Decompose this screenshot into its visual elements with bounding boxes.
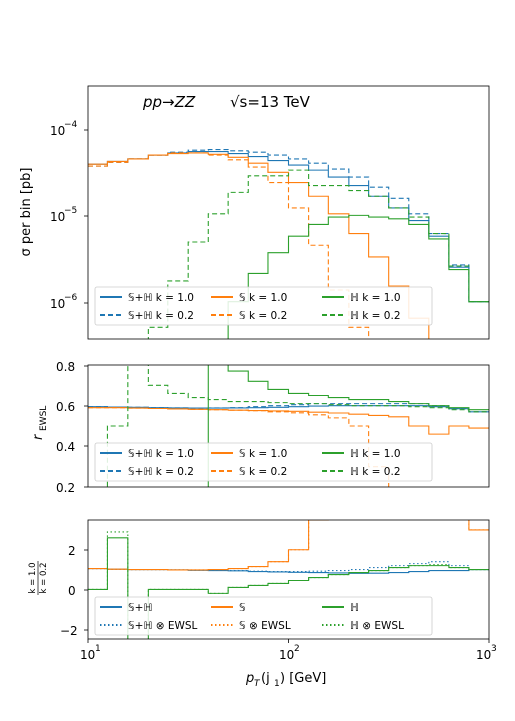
top-panel-title-process: pp→ZZ [142, 93, 196, 111]
bottom-series-line-6 [88, 531, 489, 639]
top-series-line-6 [147, 169, 489, 339]
middle-ytick-label-3: 0.4 [56, 440, 75, 454]
bottom-legend-label-1: 𝕊+ℍ [128, 602, 152, 614]
middle-legend-label-2: 𝕊 k = 1.0 [239, 448, 287, 460]
top-legend-label-6: ℍ k = 0.2 [350, 310, 401, 322]
top-ytick-exp-2: −5 [64, 206, 77, 216]
bottom-y-ticks: 2 0 −2 [60, 544, 88, 638]
top-ytick-label-2: 10 [50, 210, 65, 224]
bottom-y-axis-label: k = 1.0 k = 0.2 [28, 561, 49, 595]
top-legend: 𝕊+ℍ k = 1.0 𝕊 k = 1.0 ℍ k = 1.0 𝕊+ℍ k = … [94, 286, 433, 326]
middle-ytick-label-1: 0.8 [56, 360, 75, 374]
middle-series-line-5 [207, 365, 489, 487]
middle-y-ticks: 0.8 0.6 0.4 0.2 [56, 360, 88, 495]
top-legend-label-5: 𝕊 k = 0.2 [239, 310, 287, 322]
svg-text:(j: (j [261, 671, 270, 686]
bottom-legend-label-5: 𝕊 ⊗ EWSL [239, 620, 291, 632]
middle-legend-label-1: 𝕊+ℍ k = 1.0 [128, 448, 194, 460]
top-y-axis-label: σ per bin [pb] [19, 168, 34, 257]
bottom-series-line-4 [88, 520, 489, 571]
top-ytick-exp-1: −4 [64, 120, 78, 130]
svg-text:k = 1.0: k = 1.0 [28, 563, 38, 594]
middle-panel: 0.8 0.6 0.4 0.2 r EWSL 𝕊+ℍ k = 1.0 𝕊 k =… [31, 360, 490, 495]
xtick-label-2: 10 [279, 648, 294, 662]
middle-legend: 𝕊+ℍ k = 1.0 𝕊 k = 1.0 ℍ k = 1.0 𝕊+ℍ k = … [94, 442, 433, 482]
x-axis-label: p T (j 1 ) [GeV] [245, 671, 326, 689]
top-legend-label-3: ℍ k = 1.0 [350, 292, 401, 304]
bottom-x-ticks: 10 1 10 2 10 3 [80, 639, 497, 662]
bottom-panel: 2 0 −2 k = 1.0 k = 0.2 𝕊+ℍ 𝕊 ℍ 𝕊+ℍ ⊗ EWS… [28, 519, 497, 689]
bottom-legend-label-6: ℍ ⊗ EWSL [350, 620, 404, 632]
middle-legend-label-3: ℍ k = 1.0 [350, 448, 401, 460]
middle-ytick-label-2: 0.6 [56, 400, 75, 414]
svg-text:k = 0.2: k = 0.2 [39, 563, 49, 594]
bottom-ytick-label-1: 2 [68, 544, 76, 558]
bottom-legend-label-2: 𝕊 [239, 602, 246, 614]
middle-panel-frame [87, 364, 490, 488]
top-y-ticks: 10 −4 10 −5 10 −6 [50, 120, 88, 311]
top-panel: pp→ZZ √s=13 TeV 10 −4 10 −5 10 −6 σ per … [19, 85, 490, 340]
bottom-legend: 𝕊+ℍ 𝕊 ℍ 𝕊+ℍ ⊗ EWSL 𝕊 ⊗ EWSL ℍ ⊗ EWSL [94, 596, 433, 636]
top-legend-label-4: 𝕊+ℍ k = 0.2 [128, 310, 194, 322]
middle-ytick-label-4: 0.2 [56, 481, 75, 495]
top-legend-label-2: 𝕊 k = 1.0 [239, 292, 287, 304]
top-ytick-exp-3: −6 [64, 293, 78, 303]
xtick-exp-2: 2 [294, 644, 300, 654]
xtick-exp-3: 3 [491, 644, 497, 654]
middle-y-axis-label: r [31, 433, 46, 440]
top-ytick-label-3: 10 [50, 297, 65, 311]
svg-text:p: p [245, 671, 254, 686]
xtick-label-1: 10 [80, 648, 95, 662]
middle-y-axis-label-sub: EWSL [39, 406, 49, 431]
xtick-exp-1: 1 [95, 644, 101, 654]
svg-text:1: 1 [274, 679, 280, 689]
bottom-ytick-label-2: 0 [68, 584, 76, 598]
middle-series-line-4 [88, 407, 390, 487]
svg-text:T: T [254, 679, 261, 689]
middle-legend-label-6: ℍ k = 0.2 [350, 466, 401, 478]
xtick-label-3: 10 [476, 648, 491, 662]
bottom-ytick-label-3: −2 [60, 624, 78, 638]
middle-legend-label-5: 𝕊 k = 0.2 [239, 466, 287, 478]
top-legend-label-1: 𝕊+ℍ k = 1.0 [128, 292, 194, 304]
top-series-line-4 [88, 152, 370, 339]
svg-text:) [GeV]: ) [GeV] [280, 671, 326, 686]
bottom-series-line-5 [88, 537, 489, 639]
top-ytick-label-1: 10 [50, 124, 65, 138]
bottom-legend-label-3: ℍ [350, 602, 359, 614]
middle-series-line-6 [106, 365, 489, 487]
middle-legend-label-4: 𝕊+ℍ k = 0.2 [128, 466, 194, 478]
top-panel-title-energy: √s=13 TeV [230, 93, 311, 111]
top-panel-frame [87, 85, 490, 340]
bottom-legend-label-4: 𝕊+ℍ ⊗ EWSL [128, 620, 198, 632]
